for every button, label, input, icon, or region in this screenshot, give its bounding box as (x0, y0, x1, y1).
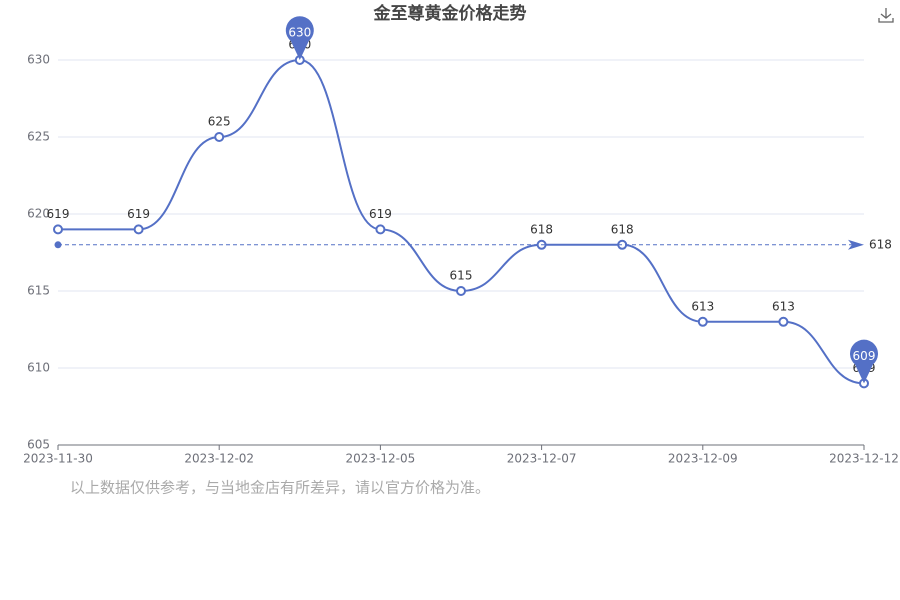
point (214, 132, 225, 142)
data-label: 613 (772, 299, 795, 313)
data-label: 618 (611, 222, 634, 236)
point (697, 316, 708, 327)
x-tick-label: 2023-12-05 (346, 452, 416, 466)
point (53, 224, 63, 235)
chart-title: 金至尊黄金价格走势 (373, 3, 527, 24)
x-tick-label: 2023-12-02 (184, 452, 254, 466)
data-label: 619 (369, 207, 392, 221)
y-tick-label: 610 (27, 361, 50, 375)
x-tick-label: 2023-12-12 (829, 452, 899, 466)
point (456, 286, 466, 296)
point (375, 224, 386, 235)
data-label: 619 (47, 207, 70, 221)
data-label: 615 (450, 269, 473, 283)
average-line-arrow (848, 239, 864, 250)
y-tick-label: 615 (27, 284, 50, 298)
pin-marker (285, 16, 314, 60)
x-tick-label: 2023-11-30 (23, 452, 93, 466)
y-tick-label: 625 (27, 130, 50, 144)
data-label: 613 (691, 299, 714, 313)
y-tick-label: 605 (27, 438, 50, 452)
y-tick-label: 620 (27, 207, 50, 221)
y-tick-label: 630 (27, 53, 50, 67)
data-label: 625 (208, 115, 231, 129)
footnote: 以上数据仅供参考，与当地金店有所差异，请以官方价格为准。 (70, 479, 490, 497)
average-line-label: 618 (869, 237, 892, 251)
line (58, 58, 865, 385)
data-label: 619 (127, 207, 150, 221)
pin-label: 609 (853, 349, 876, 363)
x-tick-label: 2023-12-09 (668, 452, 738, 466)
point (133, 224, 144, 235)
pin-marker (850, 339, 878, 384)
pin-label: 630 (288, 26, 311, 40)
download-icon[interactable] (878, 8, 894, 23)
download-button[interactable] (878, 8, 894, 23)
x-tick-label: 2023-12-07 (507, 452, 577, 466)
data-label: 618 (530, 222, 553, 236)
point (778, 316, 789, 327)
